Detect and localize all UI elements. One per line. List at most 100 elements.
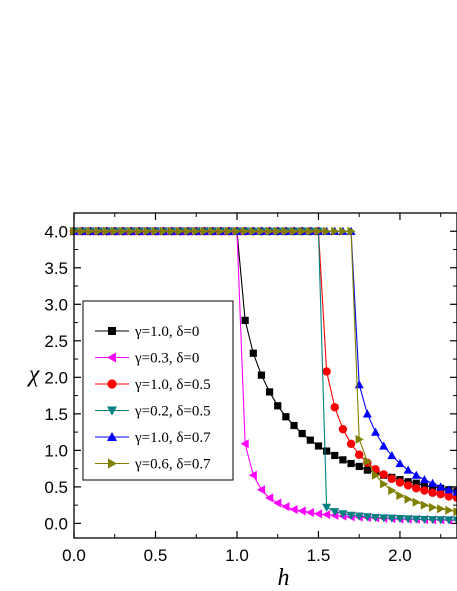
- data-point: [241, 226, 250, 236]
- data-point: [281, 502, 290, 512]
- data-point: [380, 479, 389, 489]
- y-tick-label: 4.0: [44, 222, 68, 241]
- data-point: [78, 226, 87, 236]
- data-point: [314, 442, 323, 450]
- legend: γ=1.0, δ=0 γ=0.3, δ=0 γ=1.0, δ=0.5 γ=0.2, δ…: [82, 300, 234, 481]
- data-point: [339, 226, 348, 236]
- tick-labels: 0.0 0.5 1.0 1.5 2.0 0.0 0.5 1.0 1.5 2.0 2.5 3.0 3.5 4…: [44, 222, 411, 565]
- data-point: [151, 226, 160, 236]
- data-point: [445, 505, 454, 515]
- data-point: [274, 226, 283, 236]
- data-point: [420, 486, 429, 495]
- data-point: [265, 493, 274, 503]
- data-point: [184, 226, 193, 236]
- data-point: [249, 349, 257, 357]
- legend-entry: γ=0.3, δ=0: [95, 351, 199, 367]
- y-tick-label: 1.0: [44, 441, 68, 460]
- x-tick-label: 1.5: [307, 546, 331, 565]
- data-point: [419, 515, 429, 524]
- legend-label: γ=1.0, δ=0.5: [134, 377, 211, 393]
- y-tick-label: 3.5: [44, 259, 68, 278]
- data-point: [107, 352, 116, 363]
- data-point: [354, 512, 364, 521]
- data-point: [127, 226, 136, 236]
- data-point: [233, 226, 242, 236]
- data-point: [225, 226, 234, 236]
- data-point: [452, 487, 457, 496]
- legend-label: γ=1.0, δ=0.7: [134, 430, 211, 446]
- data-point: [428, 483, 437, 491]
- data-point: [355, 434, 364, 444]
- legend-label: γ=0.2, δ=0.5: [134, 404, 211, 420]
- data-point: [452, 493, 457, 503]
- data-point: [102, 226, 112, 236]
- data-point: [388, 486, 397, 496]
- data-point: [428, 516, 438, 525]
- data-point: [428, 502, 438, 512]
- data-point: [94, 226, 103, 236]
- data-point: [107, 406, 117, 416]
- data-point: [322, 503, 332, 512]
- data-point: [403, 515, 413, 524]
- data-point: [379, 470, 388, 479]
- data-point: [192, 226, 201, 236]
- data-point: [420, 500, 429, 510]
- data-point: [428, 488, 437, 497]
- data-point: [108, 327, 116, 335]
- x-tick-label: 0.0: [62, 546, 86, 565]
- data-point: [257, 226, 266, 236]
- series: [70, 226, 457, 517]
- data-point: [387, 474, 397, 484]
- data-point: [412, 484, 421, 493]
- y-axis-title: χ: [27, 362, 41, 388]
- data-point: [404, 494, 413, 504]
- data-point: [379, 441, 389, 450]
- data-point: [452, 516, 457, 525]
- data-point: [371, 513, 381, 523]
- data-point: [322, 510, 331, 520]
- legend-entry: γ=1.0, δ=0.7: [95, 430, 211, 446]
- data-point: [111, 226, 120, 236]
- legend-entry: γ=1.0, δ=0.5: [95, 377, 211, 393]
- data-point: [411, 515, 421, 524]
- data-point: [289, 505, 298, 515]
- data-point: [396, 491, 405, 501]
- data-point: [331, 451, 339, 460]
- data-point: [387, 450, 397, 460]
- data-point: [298, 429, 306, 438]
- x-axis-title: h: [278, 565, 290, 591]
- data-point: [282, 413, 290, 421]
- x-tick-label: 0.5: [144, 546, 168, 565]
- data-point: [265, 388, 274, 396]
- data-point: [290, 226, 299, 236]
- data-point: [297, 506, 306, 516]
- legend-entry: γ=0.6, δ=0.7: [95, 457, 211, 473]
- series-layer: [69, 226, 457, 525]
- data-point: [338, 510, 348, 519]
- data-point: [176, 226, 185, 236]
- data-point: [347, 459, 355, 468]
- data-point: [355, 462, 363, 471]
- data-point: [282, 226, 291, 236]
- data-point: [412, 497, 421, 507]
- data-point: [363, 466, 371, 474]
- data-point: [444, 516, 454, 525]
- data-point: [355, 450, 364, 459]
- data-point: [371, 470, 381, 480]
- data-point: [274, 402, 282, 410]
- data-point: [379, 514, 389, 523]
- data-point: [403, 481, 413, 490]
- data-point: [436, 482, 446, 491]
- legend-label: γ=0.6, δ=0.7: [134, 457, 211, 473]
- data-point: [453, 507, 457, 517]
- data-point: [339, 456, 347, 464]
- data-point: [306, 226, 315, 236]
- data-point: [290, 421, 298, 430]
- x-tick-label: 1.0: [225, 546, 249, 565]
- data-point: [306, 436, 314, 444]
- data-point: [436, 489, 445, 499]
- data-point: [200, 226, 209, 236]
- data-point: [86, 226, 95, 236]
- data-point: [387, 514, 397, 523]
